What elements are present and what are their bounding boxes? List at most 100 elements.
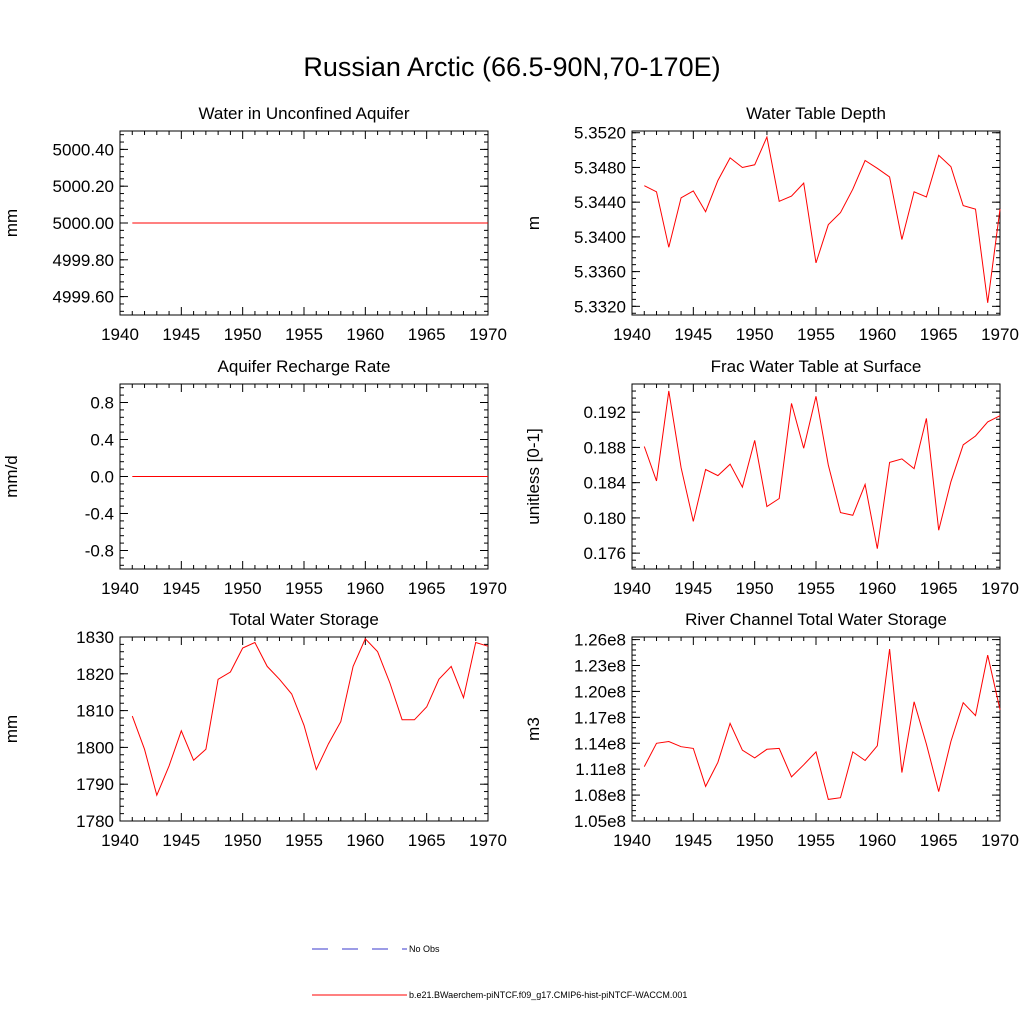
y-tick-label: 0.0 [90, 468, 114, 487]
x-tick-label: 1950 [224, 831, 262, 850]
x-tick-label: 1960 [858, 831, 896, 850]
y-tick-label: 1.17e8 [574, 708, 626, 727]
y-tick-label: 5.3520 [574, 124, 626, 143]
y-axis-label: mm [2, 715, 21, 743]
y-tick-label: -0.4 [85, 505, 114, 524]
series-line [644, 135, 1001, 303]
y-tick-label: 5.3400 [574, 228, 626, 247]
panel-title: Frac Water Table at Surface [711, 357, 922, 376]
x-tick-label: 1965 [408, 831, 446, 850]
y-tick-label: 1810 [76, 702, 114, 721]
x-tick-label: 1945 [162, 325, 200, 344]
x-tick-label: 1940 [101, 831, 139, 850]
x-tick-label: 1950 [224, 325, 262, 344]
y-tick-label: 5000.40 [53, 140, 114, 159]
y-axis-label: unitless [0-1] [524, 428, 543, 524]
series-line [643, 390, 1001, 549]
x-tick-label: 1945 [674, 831, 712, 850]
x-tick-label: 1950 [736, 579, 774, 598]
plot-frame [631, 130, 1001, 316]
x-tick-label: 1955 [285, 579, 323, 598]
x-tick-label: 1945 [162, 831, 200, 850]
plot-frame [631, 383, 1001, 570]
x-tick-label: 1970 [469, 325, 507, 344]
x-tick-label: 1940 [613, 579, 651, 598]
x-tick-label: 1950 [736, 831, 774, 850]
x-tick-label: 1970 [981, 325, 1019, 344]
x-tick-label: 1965 [408, 325, 446, 344]
series-line [131, 637, 489, 797]
x-tick-label: 1970 [469, 579, 507, 598]
y-tick-label: 1.23e8 [574, 657, 626, 676]
x-tick-label: 1950 [736, 325, 774, 344]
panel-title: Water in Unconfined Aquifer [198, 104, 409, 123]
panel-water-table-depth: Water Table Depth m 1940 1945 1950 1955 1960 19… [524, 104, 1019, 344]
y-tick-label: 5.3320 [574, 297, 626, 316]
y-axis-label: m3 [524, 717, 543, 741]
panel-title: Total Water Storage [229, 610, 379, 629]
figure-title: Russian Arctic (66.5-90N,70-170E) [303, 52, 721, 82]
y-tick-label: 5.3360 [574, 263, 626, 282]
x-tick-label: 1955 [797, 325, 835, 344]
x-tick-label: 1970 [981, 831, 1019, 850]
y-tick-label: 1830 [76, 628, 114, 647]
y-tick-label: 1790 [76, 775, 114, 794]
x-tick-label: 1940 [101, 325, 139, 344]
y-tick-label: 1.05e8 [574, 812, 626, 831]
panel-frac-water-table-at-surface: Frac Water Table at Surface unitless [0-1… [524, 357, 1019, 598]
series-line [643, 649, 1001, 800]
x-tick-label: 1940 [613, 325, 651, 344]
x-tick-label: 1955 [285, 325, 323, 344]
x-tick-label: 1945 [674, 579, 712, 598]
y-tick-label: 1.08e8 [574, 786, 626, 805]
x-tick-label: 1955 [285, 831, 323, 850]
y-axis-label: mm [2, 209, 21, 237]
x-tick-label: 1940 [101, 579, 139, 598]
panel-title: River Channel Total Water Storage [685, 610, 947, 629]
y-tick-label: 5000.00 [53, 214, 114, 233]
panel-title: Water Table Depth [746, 104, 886, 123]
x-tick-label: 1960 [346, 579, 384, 598]
x-tick-label: 1965 [920, 831, 958, 850]
x-tick-label: 1960 [858, 325, 896, 344]
x-tick-label: 1960 [346, 831, 384, 850]
y-tick-label: 5.3440 [574, 193, 626, 212]
panel-water-in-unconfined-aquifer: Water in Unconfined Aquifer mm 1940 1945 195… [2, 104, 507, 344]
x-tick-label: 1955 [797, 831, 835, 850]
x-tick-label: 1965 [920, 579, 958, 598]
y-tick-label: 1820 [76, 665, 114, 684]
x-tick-label: 1940 [613, 831, 651, 850]
x-tick-label: 1960 [346, 325, 384, 344]
x-tick-label: 1960 [858, 579, 896, 598]
x-tick-label: 1970 [981, 579, 1019, 598]
y-tick-label: 1.14e8 [574, 734, 626, 753]
y-tick-label: 4999.80 [53, 251, 114, 270]
x-tick-label: 1955 [797, 579, 835, 598]
plot-frame [119, 636, 489, 822]
y-axis-label: m [524, 216, 543, 230]
x-tick-label: 1945 [162, 579, 200, 598]
panel-total-water-storage: Total Water Storage mm 1940 1945 1950 1955 196… [2, 610, 507, 850]
y-tick-label: 1780 [76, 812, 114, 831]
y-tick-label: -0.8 [85, 542, 114, 561]
y-axis-label: mm/d [2, 455, 21, 498]
y-tick-label: 1.11e8 [575, 760, 626, 779]
y-tick-label: 0.8 [90, 394, 114, 413]
x-tick-label: 1950 [224, 579, 262, 598]
x-tick-label: 1945 [674, 325, 712, 344]
y-tick-label: 4999.60 [53, 288, 114, 307]
y-tick-label: 1.20e8 [574, 682, 626, 701]
y-tick-label: 0.180 [583, 509, 626, 528]
y-tick-label: 0.184 [583, 474, 626, 493]
y-tick-label: 0.4 [90, 431, 114, 450]
y-tick-label: 1800 [76, 738, 114, 757]
y-tick-label: 0.192 [583, 403, 626, 422]
x-tick-label: 1970 [469, 831, 507, 850]
x-tick-label: 1965 [920, 325, 958, 344]
y-tick-label: 1.26e8 [574, 631, 626, 650]
y-tick-label: 5.3480 [574, 158, 626, 177]
panel-title: Aquifer Recharge Rate [218, 357, 391, 376]
panel-aquifer-recharge-rate: Aquifer Recharge Rate mm/d 1940 1945 1950 195… [2, 357, 507, 598]
